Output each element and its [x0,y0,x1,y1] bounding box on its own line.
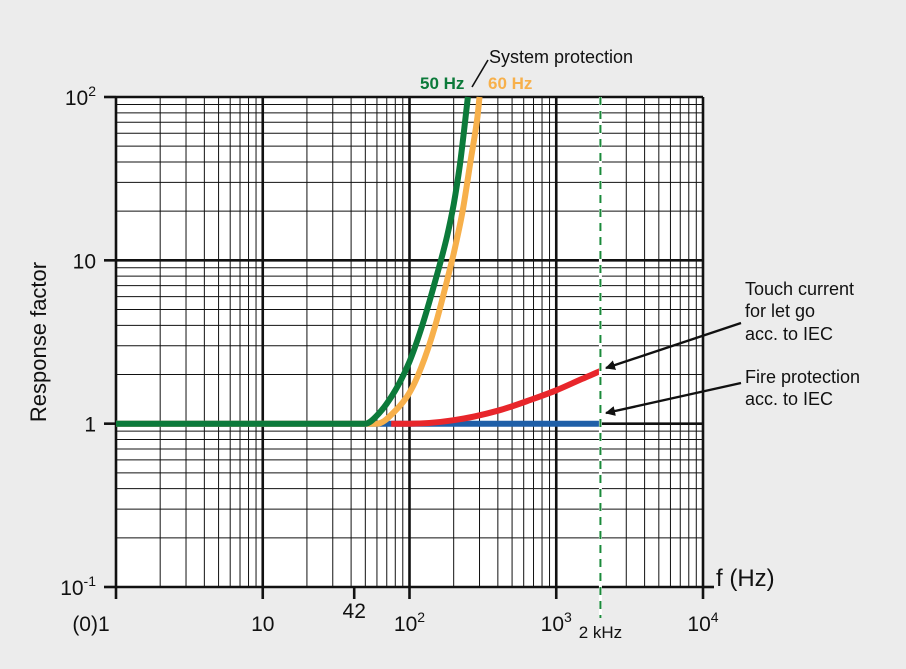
grid [104,95,714,599]
system-protection-label: System protection [489,47,633,67]
touch-current-line-1: Touch current [745,279,854,299]
x-tick-label: 104 [687,609,718,636]
system-protection-pointer [471,59,489,88]
touch-current-arrow [605,321,742,370]
y-axis-label: Response factor [26,262,51,422]
series-line-60-hz [116,96,483,427]
series-line-touch-current-for-let-go-acc-to-iec [391,368,602,427]
x-axis-label: f (Hz) [716,565,775,592]
x-tick-label: 10 [251,613,274,636]
fire-protection-arrow [605,381,742,416]
x-tick-label: 103 [541,609,572,636]
touch-current-line-2: for let go [745,301,815,321]
x-tick-label: 102 [394,609,425,636]
annotation-system-protection: System protection [471,47,633,88]
y-tick-label: 102 [65,83,96,110]
marker-label-2khz: 2 kHz [579,623,622,642]
series-label-60hz: 60 Hz [488,74,532,93]
y-tick-label: 10 [73,250,96,273]
marker-layer: 2 kHz [579,97,622,642]
fire-protection-line-2: acc. to IEC [745,389,833,409]
tick-labels: 10-1 1 10 102 (0)1 10 42 102 103 104 [60,83,719,636]
annotation-touch-current: Touch current for let go acc. to IEC [605,279,854,370]
y-tick-label: 1 [84,414,96,437]
x-tick-label: (0)1 [72,613,109,636]
annotation-fire-protection: Fire protection acc. to IEC [605,367,860,416]
fire-protection-line-1: Fire protection [745,367,860,387]
touch-current-line-3: acc. to IEC [745,324,833,344]
series-layer [116,96,602,427]
series-label-50hz: 50 Hz [420,74,464,93]
x-tick-label: 42 [343,600,366,623]
y-tick-label: 10-1 [60,573,96,600]
series-line-50-hz [116,96,471,427]
